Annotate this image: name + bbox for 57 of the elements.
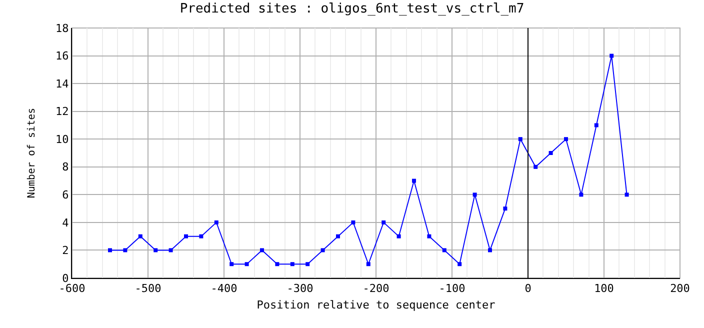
point [244,262,249,266]
y-tick-label: 12 [56,105,69,118]
x-tick-label: -200 [362,282,390,296]
x-tick-label: -300 [286,282,314,296]
point [442,248,446,252]
point [336,234,340,238]
point [579,192,584,197]
point [199,234,204,238]
x-tick-label: -600 [58,282,86,296]
point [154,248,158,252]
point [412,178,416,183]
point [518,137,522,142]
x-tick-label: -400 [210,282,238,296]
point [458,262,462,266]
y-tick-label: 16 [56,50,69,63]
y-tick-label: 6 [62,188,69,202]
point [610,54,614,58]
y-tick-label: 4 [62,216,70,230]
point [184,234,188,238]
point [503,206,508,211]
point [488,248,492,252]
point [108,248,112,252]
point [548,151,553,155]
y-tick-label: 2 [62,244,69,258]
y-tick-label: 8 [62,160,69,174]
y-tick-label: 0 [62,272,69,285]
point [427,234,432,238]
y-axis-title: Number of sites [26,108,38,198]
x-tick-label: 200 [670,282,690,296]
y-tick-label: 14 [56,77,70,90]
point [275,262,280,266]
x-tick-label: 0 [524,282,532,296]
x-tick-label: -100 [438,282,466,296]
point [320,248,325,252]
point [366,262,370,266]
y-tick-label: 18 [56,22,69,35]
point [594,123,598,128]
point [260,248,264,252]
point [230,262,234,266]
y-tick-label: 10 [56,132,69,146]
point [534,164,538,169]
point [123,248,128,252]
point [564,137,568,142]
point [306,262,310,266]
point [290,262,294,266]
point [351,220,356,224]
x-axis-title: Position relative to sequence center [256,298,496,312]
point [168,248,173,252]
point [214,220,218,224]
point [472,192,477,197]
point [382,220,386,224]
point [396,234,401,238]
x-tick-label: -500 [134,282,162,296]
point [624,192,629,197]
x-tick-label: 100 [594,282,614,296]
chart-title: Predicted sites : oligos_6nt_test_vs_ctrl_m7 [180,1,524,16]
point [138,234,142,238]
